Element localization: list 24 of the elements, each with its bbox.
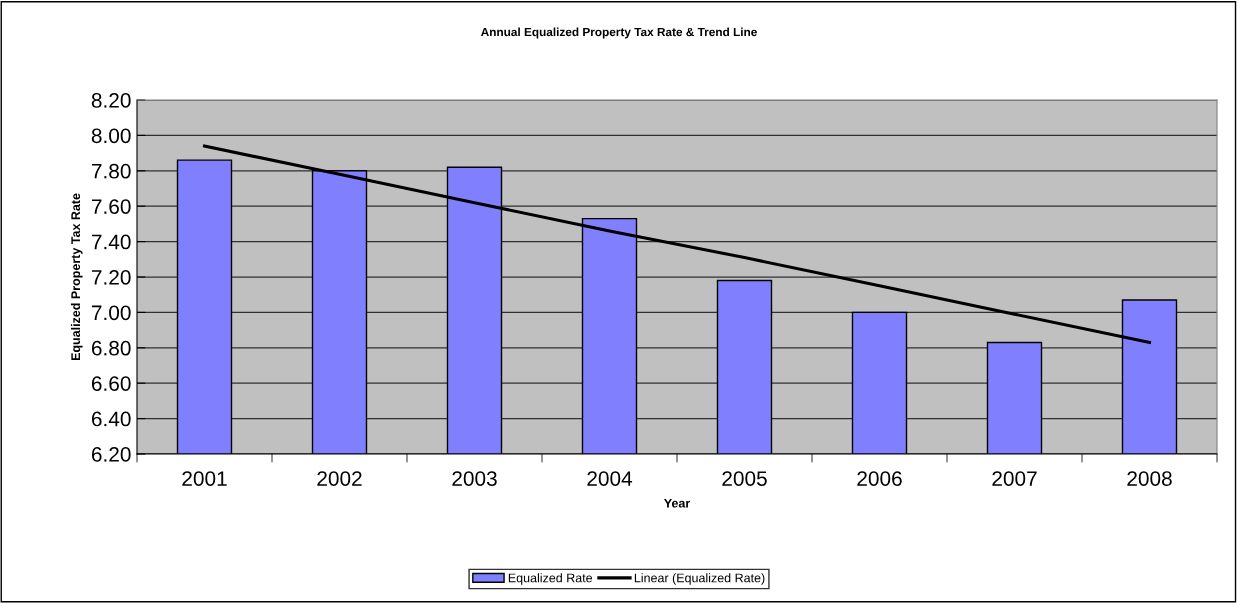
legend-label: Equalized Rate — [508, 573, 593, 585]
x-tick-label: 2002 — [317, 471, 362, 486]
x-tick-label: 2008 — [1127, 471, 1172, 486]
y-tick-label: 7.40 — [91, 234, 131, 250]
y-tick-label: 6.60 — [91, 376, 131, 391]
x-axis-title: Year — [664, 498, 691, 508]
y-tick-label: 6.40 — [91, 411, 131, 427]
x-tick-label: 2007 — [992, 471, 1037, 486]
y-tick-label: 7.20 — [91, 270, 131, 285]
y-tick-label: 7.60 — [91, 199, 131, 214]
x-tick-label: 2004 — [587, 471, 633, 486]
x-tick-label: 2005 — [722, 471, 767, 486]
x-tick-label: 2001 — [182, 471, 227, 486]
y-tick-label: 7.00 — [91, 305, 131, 321]
y-axis-title: Equalized Property Tax Rate — [70, 193, 83, 361]
y-tick-label: 6.20 — [91, 447, 131, 462]
chart-title: Annual Equalized Property Tax Rate & Trend Line — [480, 27, 757, 39]
y-tick-label: 8.00 — [91, 128, 131, 144]
legend-label: Linear (Equalized Rate) — [634, 573, 765, 585]
y-tick-label: 8.20 — [91, 93, 131, 108]
x-tick-label: 2003 — [452, 471, 497, 486]
y-tick-label: 6.80 — [91, 340, 131, 356]
y-tick-label: 7.80 — [91, 163, 131, 179]
x-tick-label: 2006 — [857, 471, 902, 486]
